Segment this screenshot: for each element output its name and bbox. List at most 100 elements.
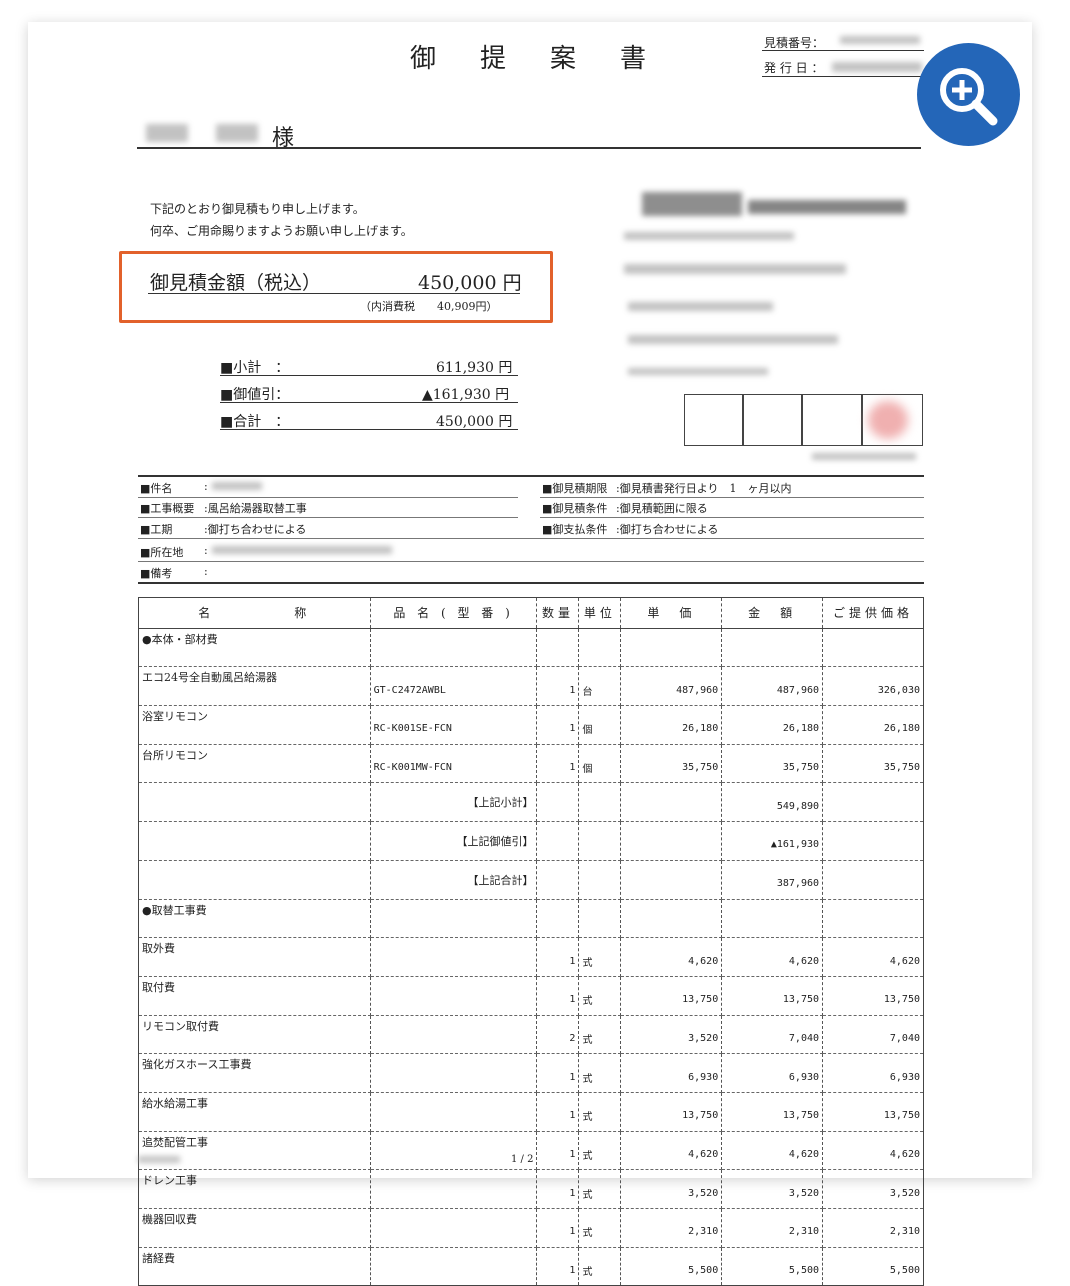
cell-amount: 13,750 — [721, 1092, 824, 1132]
cell-name: ドレン工事 — [138, 1169, 371, 1209]
cell-amount: 5,500 — [721, 1247, 824, 1286]
cell-unit-price: 4,620 — [620, 1131, 723, 1171]
table-row: 給水給湯工事 1 式 13,750 13,750 13,750 — [138, 1092, 924, 1132]
cell-model: 【上記御値引】 — [370, 821, 538, 861]
cell-amount: 3,520 — [721, 1169, 824, 1209]
cell-unit — [578, 628, 622, 668]
column-header-name: 名 称 — [138, 597, 371, 629]
grand-total-label: ■合計 ： — [220, 414, 290, 430]
column-header-model: 品 名 ( 型 番 ) — [370, 597, 538, 629]
subtotal-value: 611,930 円 — [436, 360, 513, 376]
cell-model — [370, 1208, 538, 1248]
stamp-box — [684, 394, 744, 446]
cell-amount: ▲161,930 — [721, 821, 824, 861]
cell-amount: 7,040 — [721, 1015, 824, 1055]
cell-offer-price: 13,750 — [822, 1092, 924, 1132]
grand-total-value: 450,000 円 — [436, 414, 513, 430]
info-label: ■備考 — [140, 567, 173, 580]
cell-offer-price: 5,500 — [822, 1247, 924, 1286]
cell-unit-price: 487,960 — [620, 666, 723, 707]
cell-amount: 6,930 — [721, 1053, 824, 1093]
cell-offer-price: 26,180 — [822, 705, 924, 745]
table-row: 強化ガスホース工事費 1 式 6,930 6,930 6,930 — [138, 1053, 924, 1093]
cell-unit-price: 3,520 — [620, 1169, 723, 1209]
cell-name: エコ24号全自動風呂給湯器 — [138, 666, 371, 707]
cell-unit-price — [620, 782, 723, 823]
cell-qty: 1 — [536, 1053, 580, 1093]
cell-name: 給水給湯工事 — [138, 1092, 371, 1132]
zoom-button[interactable] — [917, 43, 1020, 146]
cell-offer-price: 6,930 — [822, 1053, 924, 1093]
doc-title: 御提案書 — [410, 44, 691, 74]
cell-unit: 式 — [578, 1169, 622, 1209]
tax-note: （内消費税 40,909円） — [360, 300, 498, 313]
cell-amount — [721, 628, 824, 668]
discount-value: ▲161,930 円 — [422, 387, 510, 403]
cell-amount: 4,620 — [721, 937, 824, 977]
cell-unit-price: 6,930 — [620, 1053, 723, 1093]
page-number: 1 / 2 — [511, 1154, 534, 1165]
cell-unit: 台 — [578, 666, 622, 707]
total-highlight — [119, 251, 553, 323]
greeting-line-2: 何卒、ご用命賜りますようお願い申し上げます。 — [150, 224, 413, 238]
cell-qty — [536, 899, 580, 939]
condition-value: :御見積範囲に限る — [616, 502, 708, 515]
cell-name: 取外費 — [138, 937, 371, 977]
cell-offer-price — [822, 899, 924, 939]
cell-offer-price: 3,520 — [822, 1169, 924, 1209]
total-value: 450,000 円 — [418, 272, 522, 294]
column-header-unit: 単位 — [578, 597, 622, 629]
cell-unit-price — [620, 899, 723, 939]
cell-unit: 式 — [578, 1015, 622, 1055]
cell-model: GT-C2472AWBL — [370, 666, 538, 707]
cell-unit: 式 — [578, 976, 622, 1016]
table-row: 台所リモコン RC-K001MW-FCN 1 個 35,750 35,750 35,750 — [138, 744, 924, 784]
info-label: ■件名 — [140, 482, 173, 495]
table-row: 取外費 1 式 4,620 4,620 4,620 — [138, 937, 924, 977]
cell-name — [138, 860, 371, 900]
column-header-amount: 金 額 — [721, 597, 824, 629]
cell-unit-price — [620, 628, 723, 668]
cell-name: 追焚配管工事 — [138, 1131, 371, 1171]
cell-model: 【上記小計】 — [370, 782, 538, 823]
cell-qty: 1 — [536, 976, 580, 1016]
cell-offer-price: 4,620 — [822, 1131, 924, 1171]
table-row: エコ24号全自動風呂給湯器 GT-C2472AWBL 1 台 487,960 487,96… — [138, 666, 924, 707]
cell-unit-price: 13,750 — [620, 1092, 723, 1132]
condition-label: ■御見積条件 — [542, 502, 608, 515]
info-value: : — [204, 565, 208, 578]
cell-unit: 個 — [578, 705, 622, 745]
cell-unit — [578, 821, 622, 861]
stamp-box — [742, 394, 803, 446]
cell-unit-price: 2,310 — [620, 1208, 723, 1248]
cell-amount — [721, 899, 824, 939]
cell-qty — [536, 860, 580, 900]
cell-qty — [536, 782, 580, 823]
cell-qty: 1 — [536, 1208, 580, 1248]
cell-amount: 13,750 — [721, 976, 824, 1016]
cell-offer-price: 326,030 — [822, 666, 924, 707]
cell-model — [370, 1053, 538, 1093]
cell-unit-price — [620, 860, 723, 900]
cell-qty: 2 — [536, 1015, 580, 1055]
discount-label: ■御値引： — [220, 387, 290, 403]
cell-name — [138, 782, 371, 823]
cell-model — [370, 1092, 538, 1132]
column-header-qty: 数量 — [536, 597, 580, 629]
cell-offer-price: 13,750 — [822, 976, 924, 1016]
cell-amount: 549,890 — [721, 782, 824, 823]
cell-model: RC-K001SE-FCN — [370, 705, 538, 745]
cell-name: 台所リモコン — [138, 744, 371, 784]
stamp-box — [801, 394, 863, 446]
cell-model — [370, 937, 538, 977]
table-row: 【上記御値引】 ▲161,930 — [138, 821, 924, 861]
estimate-table: 名 称品 名 ( 型 番 ) 数量 単位単 価金 額ご提供価格 ●本体・部材費 エコ24… — [138, 597, 924, 1286]
cell-offer-price — [822, 782, 924, 823]
cell-offer-price: 35,750 — [822, 744, 924, 784]
cell-offer-price — [822, 860, 924, 900]
condition-label: ■御見積期限 — [542, 482, 608, 495]
cell-unit-price: 5,500 — [620, 1247, 723, 1286]
column-header-offer-price: ご提供価格 — [822, 597, 924, 629]
cell-unit: 式 — [578, 937, 622, 977]
cell-qty: 1 — [536, 1092, 580, 1132]
